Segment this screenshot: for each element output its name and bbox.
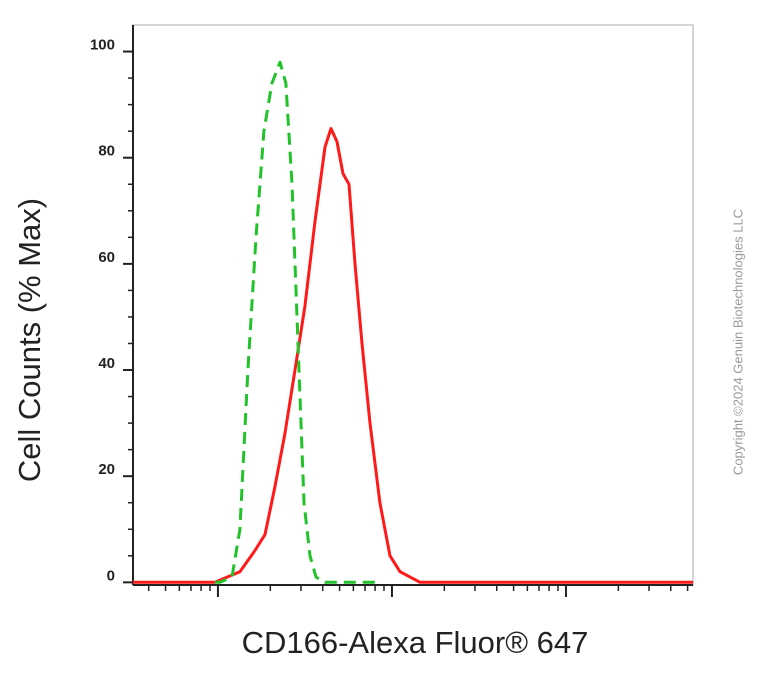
series-line (133, 127, 693, 584)
watermark: Copyright ©2024 Genuin Biotechnologies L… (730, 209, 745, 475)
y-tick-label: 20 (98, 461, 115, 478)
y-tick-label: 0 (107, 567, 115, 584)
series-line (214, 60, 380, 584)
y-tick-label: 80 (98, 143, 115, 160)
y-axis-label: Cell Counts (% Max) (12, 198, 47, 482)
y-tick-label: 100 (90, 37, 115, 54)
y-tick-label: 60 (98, 249, 115, 266)
y-tick-label: 40 (98, 355, 115, 372)
plot-frame (132, 24, 694, 586)
x-axis-label: CD166-Alexa Fluor® 647 (242, 625, 589, 660)
